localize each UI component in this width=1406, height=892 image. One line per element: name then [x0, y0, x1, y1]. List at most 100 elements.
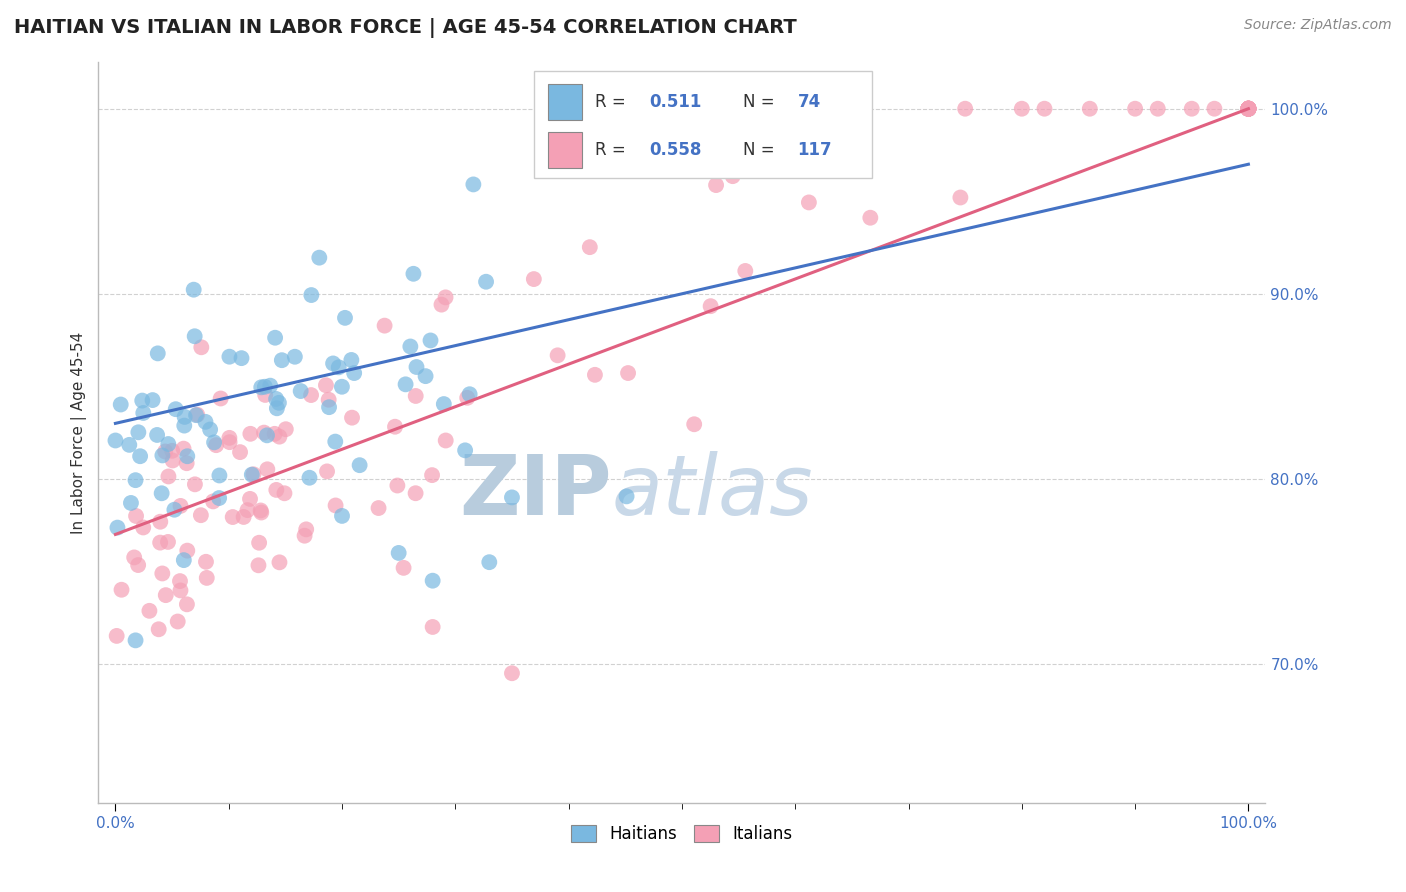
Point — [405, 486, 427, 500]
Point — [734, 264, 756, 278]
Point — [266, 401, 288, 416]
Point — [266, 483, 288, 497]
Point — [202, 494, 225, 508]
Point — [156, 535, 179, 549]
Point — [1237, 102, 1260, 116]
Point — [173, 418, 195, 433]
Point — [190, 508, 212, 523]
Point — [269, 430, 291, 444]
Point — [148, 622, 170, 636]
Point — [523, 272, 546, 286]
Point — [434, 290, 457, 304]
Text: 74: 74 — [797, 93, 821, 111]
Point — [1237, 102, 1260, 116]
Point — [194, 555, 217, 569]
Text: HAITIAN VS ITALIAN IN LABOR FORCE | AGE 45-54 CORRELATION CHART: HAITIAN VS ITALIAN IN LABOR FORCE | AGE … — [14, 18, 797, 37]
Text: N =: N = — [744, 141, 780, 159]
Point — [146, 346, 169, 360]
Point — [323, 434, 346, 449]
Point — [110, 582, 132, 597]
Point — [169, 499, 191, 513]
Point — [415, 369, 437, 384]
Point — [316, 464, 339, 478]
Point — [194, 415, 217, 429]
Point — [1237, 102, 1260, 116]
Text: 0.558: 0.558 — [650, 141, 702, 159]
Point — [295, 522, 318, 536]
Point — [162, 453, 184, 467]
Text: 0.511: 0.511 — [650, 93, 702, 111]
Point — [110, 397, 132, 411]
Point — [478, 555, 501, 569]
Point — [420, 468, 443, 483]
Point — [953, 102, 976, 116]
Point — [247, 535, 270, 549]
Point — [547, 348, 569, 362]
Point — [160, 443, 183, 458]
Point — [122, 550, 145, 565]
Point — [232, 510, 254, 524]
Point — [132, 406, 155, 420]
Point — [176, 597, 198, 611]
Point — [259, 378, 281, 392]
Point — [392, 561, 415, 575]
Point — [120, 496, 142, 510]
Point — [1237, 102, 1260, 116]
Point — [127, 558, 149, 572]
Text: 117: 117 — [797, 141, 832, 159]
Point — [1237, 102, 1260, 116]
Point — [340, 353, 363, 368]
Point — [169, 574, 191, 588]
Point — [394, 377, 416, 392]
Point — [198, 423, 221, 437]
Point — [256, 462, 278, 476]
Point — [349, 458, 371, 473]
Point — [274, 422, 297, 436]
FancyBboxPatch shape — [534, 71, 872, 178]
Point — [704, 178, 727, 193]
Point — [186, 408, 208, 422]
Point — [402, 267, 425, 281]
Point — [105, 629, 128, 643]
Point — [104, 434, 127, 448]
Point — [1181, 102, 1204, 116]
Point — [422, 620, 444, 634]
Point — [250, 380, 273, 394]
Text: R =: R = — [595, 141, 631, 159]
Point — [616, 489, 638, 503]
Point — [405, 389, 427, 403]
Point — [434, 434, 457, 448]
Point — [263, 426, 285, 441]
Point — [173, 442, 195, 456]
Point — [155, 588, 177, 602]
Point — [150, 486, 173, 500]
Point — [183, 329, 205, 343]
FancyBboxPatch shape — [548, 132, 582, 168]
Point — [273, 486, 295, 500]
Point — [422, 574, 444, 588]
Point — [1237, 102, 1260, 116]
Point — [1123, 102, 1146, 116]
Point — [190, 340, 212, 354]
Point — [218, 350, 240, 364]
Point — [107, 520, 129, 534]
Point — [150, 566, 173, 581]
Point — [299, 388, 322, 402]
Point — [208, 491, 231, 505]
Point — [721, 169, 744, 183]
Point — [419, 334, 441, 348]
Point — [242, 467, 264, 482]
Point — [149, 535, 172, 549]
Point — [229, 445, 252, 459]
Point — [129, 449, 152, 463]
Point — [253, 380, 276, 394]
Point — [149, 515, 172, 529]
Point — [205, 438, 228, 452]
Y-axis label: In Labor Force | Age 45-54: In Labor Force | Age 45-54 — [72, 332, 87, 533]
Point — [166, 615, 188, 629]
Point — [176, 543, 198, 558]
Point — [176, 456, 198, 470]
Point — [501, 666, 523, 681]
Point — [325, 499, 347, 513]
Point — [583, 368, 606, 382]
